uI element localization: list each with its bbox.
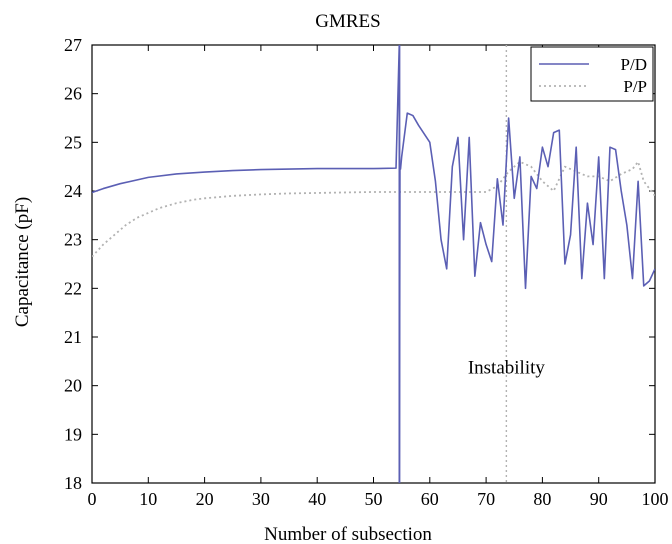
- y-tick-label: 20: [64, 376, 82, 396]
- x-tick-label: 70: [477, 489, 495, 509]
- x-tick-label: 30: [252, 489, 270, 509]
- x-tick-label: 90: [590, 489, 608, 509]
- y-tick-label: 22: [64, 278, 82, 298]
- legend-label: P/D: [621, 55, 647, 74]
- x-tick-label: 0: [88, 489, 97, 509]
- annotation-text: Instability: [468, 358, 546, 379]
- annotations: Instability: [468, 358, 546, 379]
- x-tick-label: 50: [365, 489, 383, 509]
- series-line-p-d: [92, 45, 655, 483]
- series-layer: [92, 45, 655, 483]
- series-line-p-p: [92, 160, 655, 258]
- legend-label: P/P: [623, 77, 647, 96]
- x-tick-label: 60: [421, 489, 439, 509]
- x-tick-label: 40: [308, 489, 326, 509]
- y-tick-label: 18: [64, 473, 82, 493]
- y-tick-label: 25: [64, 132, 82, 152]
- x-tick-label: 20: [196, 489, 214, 509]
- axis-ticks: 0 10 20 30 40 50 60 70 80 90 100 18 19 20 21 22 23 24 25 26…: [64, 35, 669, 509]
- plot-frame: [91, 44, 656, 484]
- x-axis-label: Number of subsection: [264, 524, 432, 544]
- legend: P/D P/P: [530, 46, 654, 102]
- y-tick-label: 19: [64, 424, 82, 444]
- legend-box: [530, 46, 654, 102]
- y-tick-label: 26: [64, 84, 82, 104]
- chart-title: GMRES: [315, 11, 380, 32]
- y-axis-label: Capacitance (pF): [12, 197, 33, 327]
- y-tick-label: 27: [64, 35, 82, 55]
- y-tick-label: 23: [64, 230, 82, 250]
- y-tick-label: 21: [64, 327, 82, 347]
- x-tick-label: 100: [642, 489, 669, 509]
- y-tick-label: 24: [64, 181, 82, 201]
- x-tick-label: 80: [533, 489, 551, 509]
- x-tick-label: 10: [139, 489, 157, 509]
